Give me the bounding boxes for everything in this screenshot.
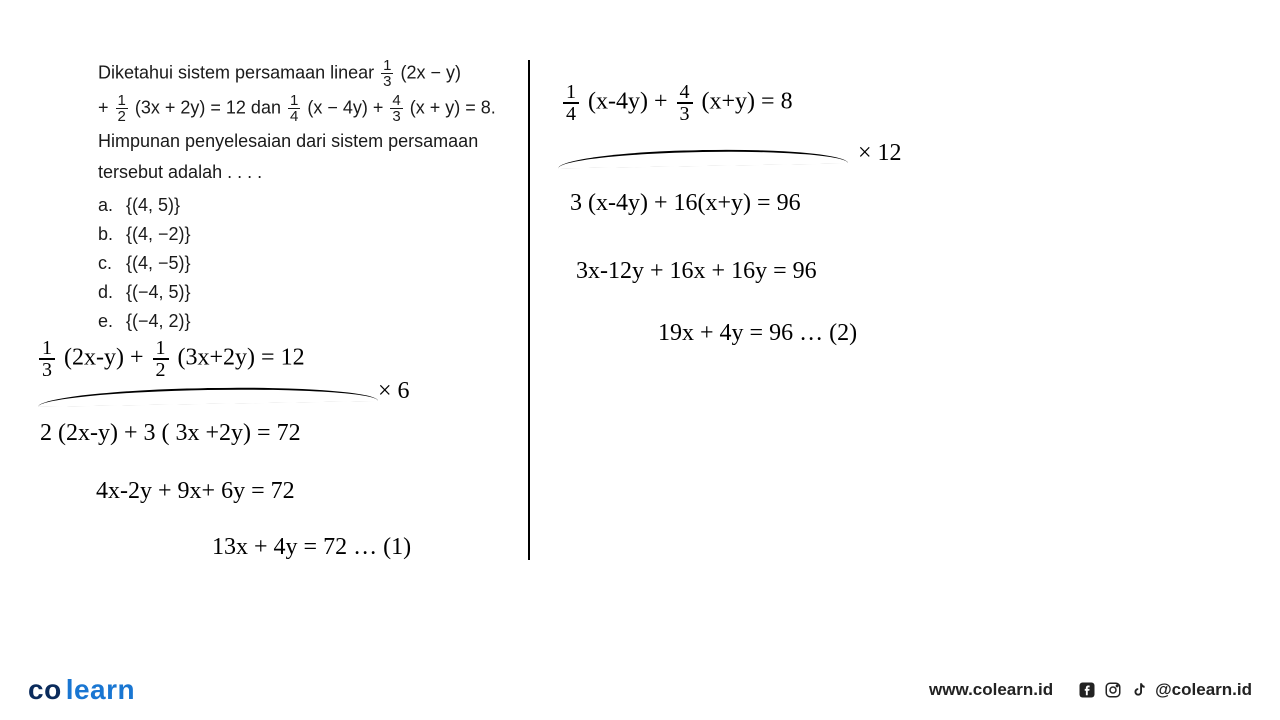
- instagram-icon: [1103, 680, 1123, 700]
- hw-right-rule: [558, 147, 848, 168]
- hw-right-eq1-suf: (x+y) = 8: [702, 89, 793, 115]
- logo-learn: learn: [66, 674, 135, 705]
- fraction-4: 4 3: [390, 93, 402, 124]
- hw-left-rule: [38, 385, 378, 407]
- option-letter: d.: [98, 279, 126, 306]
- logo-co: co: [28, 674, 62, 705]
- answer-options: a. {(4, 5)} b. {(4, −2)} c. {(4, −5)} d.…: [98, 192, 513, 335]
- question-line-1: Diketahui sistem persamaan linear 1 3 (2…: [98, 58, 513, 89]
- question-line-2: + 1 2 (3x + 2y) = 12 dan 1 4 (x − 4y) + …: [98, 93, 513, 124]
- hw-frac-12: 1 2: [153, 338, 169, 380]
- fraction-3: 1 4: [288, 93, 300, 124]
- question-line-3: Himpunan penyelesaian dari sistem persam…: [98, 128, 513, 155]
- hw-left-eq1-mid: (2x-y) +: [64, 345, 150, 371]
- option-text: {(4, −5)}: [126, 250, 191, 277]
- fraction-1: 1 3: [381, 58, 393, 89]
- hw-frac-13: 1 3: [39, 338, 55, 380]
- footer-handle: @colearn.id: [1155, 680, 1252, 700]
- option-text: {(−4, 2)}: [126, 308, 191, 335]
- hw-right-rule-anno: × 12: [858, 140, 902, 167]
- q-line2-mid1: (3x + 2y) = 12 dan: [135, 97, 286, 117]
- option-d: d. {(−4, 5)}: [98, 279, 513, 306]
- hw-left-rule-anno: × 6: [378, 378, 410, 405]
- footer-url: www.colearn.id: [929, 680, 1053, 700]
- q-line2-mid2: (x − 4y) +: [307, 97, 388, 117]
- option-e: e. {(−4, 2)}: [98, 308, 513, 335]
- fraction-2: 1 2: [116, 93, 128, 124]
- question-block: Diketahui sistem persamaan linear 1 3 (2…: [98, 58, 513, 337]
- hw-left-eq3: 4x-2y + 9x+ 6y = 72: [96, 478, 295, 505]
- option-letter: c.: [98, 250, 126, 277]
- q-line2-suffix: (x + y) = 8.: [410, 97, 496, 117]
- hw-frac-43: 4 3: [677, 82, 693, 124]
- hw-frac-14: 1 4: [563, 82, 579, 124]
- hw-right-eq4: 19x + 4y = 96 … (2): [658, 320, 857, 347]
- brand-logo: colearn: [28, 674, 135, 706]
- option-b: b. {(4, −2)}: [98, 221, 513, 248]
- option-a: a. {(4, 5)}: [98, 192, 513, 219]
- q-line2-prefix: +: [98, 97, 114, 117]
- hw-left-eq1: 1 3 (2x-y) + 1 2 (3x+2y) = 12: [36, 338, 305, 380]
- worksheet-page: Diketahui sistem persamaan linear 1 3 (2…: [0, 0, 1280, 720]
- hw-left-eq4: 13x + 4y = 72 … (1): [212, 534, 411, 561]
- option-letter: a.: [98, 192, 126, 219]
- question-line-4: tersebut adalah . . . .: [98, 159, 513, 186]
- option-letter: e.: [98, 308, 126, 335]
- hw-left-eq1-suf: (3x+2y) = 12: [178, 345, 305, 371]
- facebook-icon: [1077, 680, 1097, 700]
- hw-right-eq1-mid: (x-4y) +: [588, 89, 674, 115]
- option-text: {(−4, 5)}: [126, 279, 191, 306]
- option-letter: b.: [98, 221, 126, 248]
- q-line1-suffix: (2x − y): [401, 62, 462, 82]
- hw-right-eq1: 1 4 (x-4y) + 4 3 (x+y) = 8: [560, 82, 793, 124]
- tiktok-icon: [1129, 680, 1149, 700]
- option-text: {(4, 5)}: [126, 192, 180, 219]
- hw-left-eq2: 2 (2x-y) + 3 ( 3x +2y) = 72: [40, 420, 301, 447]
- hw-right-eq2: 3 (x-4y) + 16(x+y) = 96: [570, 190, 801, 217]
- footer-social: @colearn.id: [1077, 680, 1252, 700]
- footer: colearn www.colearn.id @colearn.id: [0, 660, 1280, 720]
- option-c: c. {(4, −5)}: [98, 250, 513, 277]
- q-line1-prefix: Diketahui sistem persamaan linear: [98, 62, 379, 82]
- vertical-divider: [528, 60, 530, 560]
- option-text: {(4, −2)}: [126, 221, 191, 248]
- hw-right-eq3: 3x-12y + 16x + 16y = 96: [576, 258, 817, 285]
